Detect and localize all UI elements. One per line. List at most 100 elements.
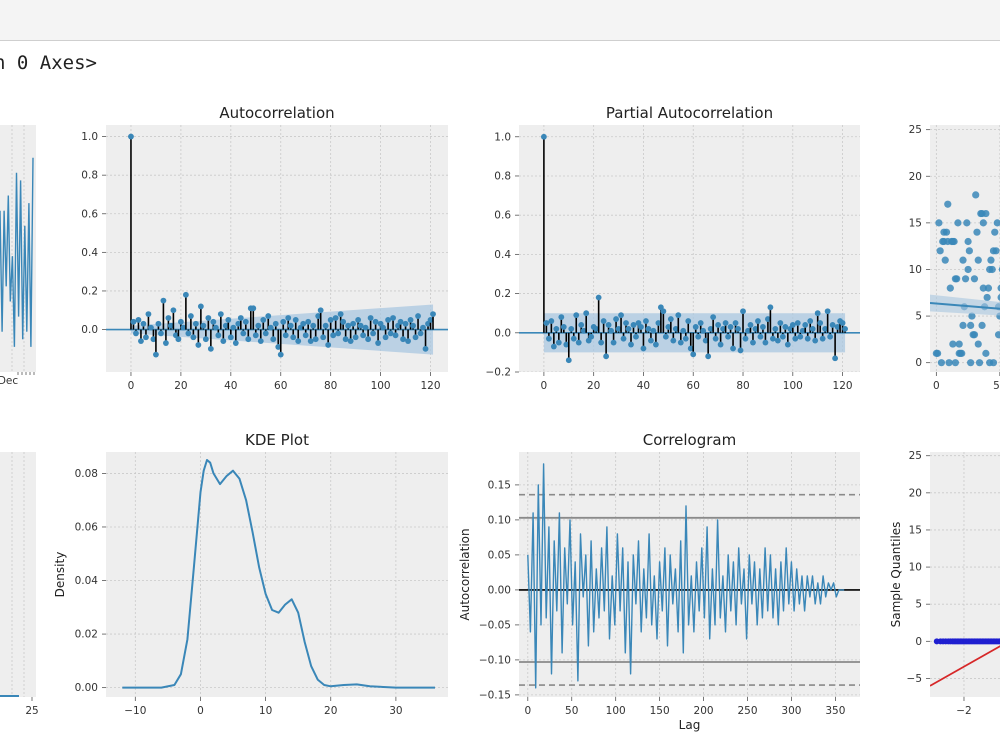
y-tick-label: 15 (909, 217, 922, 229)
stem-marker (760, 324, 766, 330)
stem-marker (260, 316, 267, 323)
y-tick-label: −0.15 (479, 689, 511, 701)
x-tick-label: 80 (736, 380, 749, 392)
stem-marker (180, 324, 187, 331)
stem-marker (675, 312, 682, 319)
scatter-point (964, 265, 972, 274)
stem-marker (360, 332, 367, 339)
y-tick-label: 0.2 (81, 285, 98, 297)
x-tick-label: 60 (274, 380, 287, 392)
stem-marker (655, 320, 662, 326)
panel-acf: 0 20 40 60 80 100 120 0.0 0.2 0.4 0.6 0.8 1.0 Autocor… (81, 104, 448, 392)
stem-marker (722, 320, 729, 326)
stem-marker (610, 339, 617, 346)
scatter-point (945, 359, 953, 367)
stem-marker (660, 308, 667, 315)
stem-marker (603, 353, 610, 360)
stem-marker (613, 316, 619, 322)
stem-marker (305, 318, 312, 325)
stem-marker (160, 297, 167, 304)
stem-marker (262, 330, 269, 337)
notebook-toolbar (0, 0, 1000, 41)
scatter-point (954, 219, 962, 227)
scatter-point (974, 340, 982, 348)
y-tick-label: 0.0 (494, 327, 511, 339)
y-tick-label: 1.0 (81, 131, 98, 143)
stem-marker (290, 334, 297, 341)
y-tick-label: 5 (915, 311, 922, 323)
x-tick-label: −10 (124, 705, 146, 717)
scatter-point (955, 340, 963, 348)
scatter-point (944, 237, 952, 246)
stem-marker (695, 333, 702, 340)
stem-marker (595, 294, 602, 301)
stem-marker (222, 322, 229, 329)
stem-marker (765, 316, 771, 322)
y-tick-label: 0.4 (81, 247, 98, 259)
x-tick-label: 20 (587, 380, 600, 392)
y-axis-label: Density (53, 552, 67, 598)
chart-title: KDE Plot (245, 431, 309, 449)
stem-marker (680, 327, 687, 334)
stem-marker (638, 324, 644, 330)
stem-marker (168, 322, 174, 329)
stem-marker (210, 318, 217, 325)
y-tick-label: 0.08 (75, 468, 98, 480)
stem-marker (575, 339, 582, 346)
scatter-point (959, 256, 967, 264)
stem-marker (312, 336, 319, 343)
stem-marker (270, 336, 277, 343)
stem-marker (148, 324, 154, 331)
stem-marker (400, 336, 406, 343)
stem-marker (633, 333, 639, 340)
scatter-point (946, 284, 954, 292)
stem-marker (570, 335, 577, 342)
x-tick-label: 0 (524, 705, 531, 717)
stem-marker (345, 322, 352, 329)
stem-marker (155, 320, 162, 327)
panel-hist-partial: 25 (0, 452, 39, 717)
stem-marker (320, 334, 327, 341)
x-tick-label: 20 (324, 705, 337, 717)
stem-marker (392, 332, 399, 339)
scatter-point (940, 228, 948, 236)
stem-marker (367, 315, 374, 321)
stem-marker (692, 324, 699, 330)
plot-area (0, 452, 25, 697)
scatter-point (961, 275, 970, 283)
stem-marker (200, 322, 207, 329)
scatter-point (967, 321, 975, 329)
x-tick-label: 40 (637, 380, 650, 392)
stem-marker (593, 325, 600, 332)
stem-marker (190, 334, 197, 341)
stem-marker (282, 332, 289, 339)
stem-marker (665, 324, 672, 330)
y-tick-label: 0.8 (494, 170, 511, 182)
stem-marker (682, 335, 689, 342)
stem-marker (143, 334, 149, 341)
scatter-point (991, 228, 999, 236)
stem-marker (230, 324, 237, 331)
stem-marker (705, 353, 712, 360)
stem-marker (422, 345, 429, 352)
x-tick-label: 20 (174, 380, 187, 392)
stem-marker (750, 339, 756, 346)
plot-area (930, 452, 1000, 697)
stem-marker (650, 327, 657, 334)
stem-marker (220, 338, 227, 345)
scatter-point (986, 359, 994, 367)
stem-marker (700, 327, 707, 334)
stem-marker (740, 308, 746, 315)
stem-marker (128, 133, 134, 140)
scatter-point (956, 349, 965, 357)
stem-marker (335, 330, 342, 337)
stem-marker (330, 332, 337, 339)
stem-marker (145, 311, 152, 318)
stem-marker (784, 341, 791, 348)
scatter-point (982, 349, 990, 357)
x-tick-label: 120 (421, 380, 441, 392)
x-tick-label: 80 (324, 380, 337, 392)
stem-marker (827, 333, 834, 340)
stem-marker (598, 339, 605, 346)
stem-marker (600, 318, 607, 324)
